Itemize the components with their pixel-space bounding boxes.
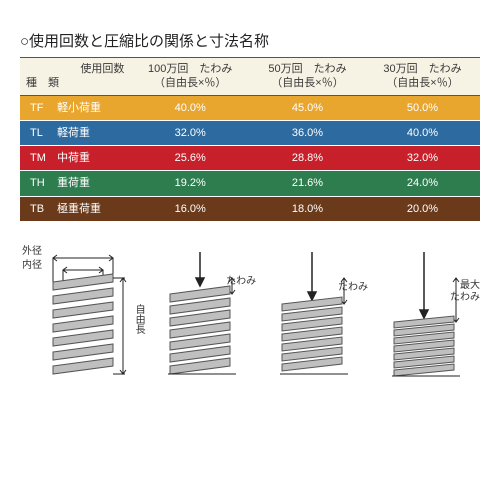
- label-deflection-1: たわみ: [226, 272, 256, 287]
- label-outer-diameter: 外径: [22, 242, 42, 257]
- diagram-row: 外径 内径 自由長: [20, 244, 480, 389]
- header-cell-30: 30万回 たわみ （自由長×％）: [365, 58, 480, 96]
- cell-value: 16.0%: [130, 196, 250, 221]
- row-label: TB 極重荷重: [20, 196, 130, 221]
- label-max-deflection-2: たわみ: [450, 288, 480, 303]
- row-code: TL: [30, 126, 54, 140]
- cell-value: 20.0%: [365, 196, 480, 221]
- cell-value: 50.0%: [365, 95, 480, 120]
- table-row: TF 軽小荷重40.0%45.0%50.0%: [20, 95, 480, 120]
- row-code: TM: [30, 151, 54, 165]
- row-code: TF: [30, 101, 54, 115]
- row-code: TB: [30, 202, 54, 216]
- row-name: 極重荷重: [57, 203, 101, 215]
- row-label: TM 中荷重: [20, 146, 130, 171]
- header-usage-label: 使用回数: [26, 62, 124, 76]
- table-row: TH 重荷重19.2%21.6%24.0%: [20, 171, 480, 196]
- row-name: 中荷重: [57, 152, 90, 164]
- cell-value: 28.8%: [250, 146, 365, 171]
- table-row: TL 軽荷重32.0%36.0%40.0%: [20, 120, 480, 145]
- label-deflection-2: たわみ: [338, 278, 368, 293]
- row-label: TH 重荷重: [20, 171, 130, 196]
- cell-value: 18.0%: [250, 196, 365, 221]
- row-label: TL 軽荷重: [20, 120, 130, 145]
- table-header: 使用回数 種 類 100万回 たわみ （自由長×％） 50万回 たわみ （自由長…: [20, 58, 480, 96]
- spring-table: 使用回数 種 類 100万回 たわみ （自由長×％） 50万回 たわみ （自由長…: [20, 57, 480, 222]
- table-row: TM 中荷重25.6%28.8%32.0%: [20, 146, 480, 171]
- label-inner-diameter: 内径: [22, 256, 42, 271]
- cell-value: 45.0%: [250, 95, 365, 120]
- table-row: TB 極重荷重16.0%18.0%20.0%: [20, 196, 480, 221]
- spring-def3-svg: [374, 244, 479, 389]
- header-cell-100: 100万回 たわみ （自由長×％）: [130, 58, 250, 96]
- row-name: 軽荷重: [57, 127, 90, 139]
- diagram-deflection-small: たわみ: [148, 244, 256, 389]
- cell-value: 19.2%: [130, 171, 250, 196]
- cell-value: 21.6%: [250, 171, 365, 196]
- header-cell-type: 使用回数 種 類: [20, 58, 130, 96]
- canvas: ○使用回数と圧縮比の関係と寸法名称 使用回数 種 類 100万回 たわみ （自由…: [0, 0, 500, 500]
- cell-value: 24.0%: [365, 171, 480, 196]
- page-title: ○使用回数と圧縮比の関係と寸法名称: [20, 30, 480, 51]
- header-type-label: 種 類: [26, 76, 124, 90]
- cell-value: 40.0%: [365, 120, 480, 145]
- cell-value: 32.0%: [130, 120, 250, 145]
- header-cell-50: 50万回 たわみ （自由長×％）: [250, 58, 365, 96]
- label-free-length: 自由長: [131, 304, 146, 334]
- cell-value: 25.6%: [130, 146, 250, 171]
- cell-value: 40.0%: [130, 95, 250, 120]
- diagram-deflection-med: たわみ: [260, 244, 368, 389]
- spring-def1-svg: [150, 244, 255, 389]
- spring-def2-svg: [262, 244, 367, 389]
- cell-value: 36.0%: [250, 120, 365, 145]
- row-code: TH: [30, 176, 54, 190]
- cell-value: 32.0%: [365, 146, 480, 171]
- row-name: 軽小荷重: [57, 102, 101, 114]
- table-body: TF 軽小荷重40.0%45.0%50.0%TL 軽荷重32.0%36.0%40…: [20, 95, 480, 221]
- diagram-deflection-max: 最大 たわみ: [372, 244, 480, 389]
- diagram-free-spring: 外径 内径 自由長: [20, 244, 144, 389]
- row-label: TF 軽小荷重: [20, 95, 130, 120]
- row-name: 重荷重: [57, 177, 90, 189]
